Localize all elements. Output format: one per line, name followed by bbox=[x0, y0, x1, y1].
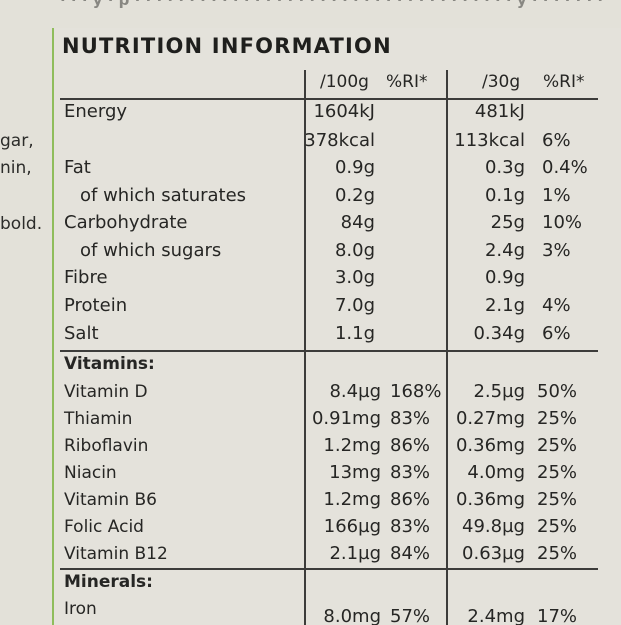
minerals-heading: Minerals: bbox=[64, 572, 153, 592]
ri-per30: 25% bbox=[537, 462, 578, 483]
ri-per30: 25% bbox=[537, 408, 578, 429]
value-per30: 49.8µg bbox=[462, 516, 525, 537]
ri-per100: 57% bbox=[390, 606, 431, 625]
value-per30: 0.9g bbox=[484, 267, 525, 288]
value-per100: 8.0mg bbox=[323, 606, 381, 625]
value-per30: 0.27mg bbox=[455, 408, 525, 429]
value-per30: 0.36mg bbox=[455, 435, 525, 456]
cropped-side-text: gar, bbox=[0, 131, 34, 151]
value-per30: 481kJ bbox=[474, 101, 525, 122]
ri-per100: 83% bbox=[390, 462, 431, 483]
value-per30: 113kcal bbox=[454, 130, 525, 151]
ri-per100: 168% bbox=[390, 381, 442, 402]
cropped-top-text: · · · y · p · · · · · · · · · · · · · · … bbox=[60, 0, 604, 9]
value-per100: 3.0g bbox=[334, 267, 375, 288]
ri-per30: 25% bbox=[537, 489, 578, 510]
vitamin-label: Thiamin bbox=[64, 409, 133, 429]
vitamin-label: Vitamin B6 bbox=[64, 490, 158, 510]
nutrient-label: of which sugars bbox=[80, 240, 222, 261]
nutrient-label: Fibre bbox=[64, 267, 108, 288]
nutrition-panel bbox=[52, 28, 621, 625]
value-per30: 0.1g bbox=[484, 185, 525, 206]
value-per100: 8.4µg bbox=[329, 381, 381, 402]
value-per30: 2.1g bbox=[484, 295, 525, 316]
value-per100: 84g bbox=[340, 212, 375, 233]
col-header-ri100: %RI* bbox=[386, 72, 428, 92]
column-divider bbox=[304, 70, 306, 625]
nutrient-label: Fat bbox=[64, 157, 91, 178]
value-per100: 166µg bbox=[323, 516, 381, 537]
value-per30: 2.4mg bbox=[467, 606, 525, 625]
value-per100: 1604kJ bbox=[313, 101, 375, 122]
value-per100: 1.2mg bbox=[323, 435, 381, 456]
value-per30: 0.34g bbox=[473, 323, 525, 344]
value-per100: 378kcal bbox=[304, 130, 375, 151]
header-rule bbox=[60, 98, 598, 100]
ri-per100: 86% bbox=[390, 435, 431, 456]
value-per100: 1.1g bbox=[334, 323, 375, 344]
col-header-per100: /100g bbox=[320, 72, 369, 92]
nutrient-label: Salt bbox=[64, 323, 99, 344]
ri-per30: 10% bbox=[542, 212, 583, 233]
ri-per30: 50% bbox=[537, 381, 578, 402]
cropped-side-text: nin, bbox=[0, 158, 32, 178]
cropped-side-text: bold. bbox=[0, 214, 43, 234]
vitamins-heading: Vitamins: bbox=[64, 354, 155, 374]
value-per100: 7.0g bbox=[334, 295, 375, 316]
vitamin-label: Riboflavin bbox=[64, 436, 149, 456]
ri-per30: 25% bbox=[537, 516, 578, 537]
value-per100: 1.2mg bbox=[323, 489, 381, 510]
value-per100: 2.1µg bbox=[329, 543, 381, 564]
nutrient-label: Energy bbox=[64, 101, 128, 122]
col-header-per30: /30g bbox=[482, 72, 521, 92]
vitamin-label: Vitamin D bbox=[64, 382, 148, 402]
value-per30: 0.63µg bbox=[462, 543, 525, 564]
ri-per100: 83% bbox=[390, 408, 431, 429]
vitamin-label: Niacin bbox=[64, 463, 117, 483]
value-per100: 13mg bbox=[329, 462, 381, 483]
vitamin-label: Vitamin B12 bbox=[64, 544, 168, 564]
value-per100: 0.2g bbox=[334, 185, 375, 206]
col-header-ri30: %RI* bbox=[543, 72, 585, 92]
value-per30: 0.3g bbox=[484, 157, 525, 178]
ri-per30: 3% bbox=[542, 240, 571, 261]
value-per100: 8.0g bbox=[334, 240, 375, 261]
nutrient-label: Protein bbox=[64, 295, 128, 316]
ri-per100: 84% bbox=[390, 543, 431, 564]
value-per30: 2.5µg bbox=[473, 381, 525, 402]
ri-per30: 25% bbox=[537, 543, 578, 564]
nutrient-label: Carbohydrate bbox=[64, 212, 188, 233]
panel-title: NUTRITION INFORMATION bbox=[62, 34, 392, 58]
value-per100: 0.9g bbox=[334, 157, 375, 178]
ri-per30: 17% bbox=[537, 606, 578, 625]
value-per30: 4.0mg bbox=[467, 462, 525, 483]
ri-per30: 6% bbox=[542, 323, 571, 344]
ri-per30: 1% bbox=[542, 185, 571, 206]
ri-per100: 86% bbox=[390, 489, 431, 510]
value-per100: 0.91mg bbox=[311, 408, 381, 429]
column-divider bbox=[446, 70, 448, 625]
value-per30: 25g bbox=[490, 212, 525, 233]
value-per30: 2.4g bbox=[484, 240, 525, 261]
ri-per30: 6% bbox=[542, 130, 571, 151]
ri-per30: 25% bbox=[537, 435, 578, 456]
ri-per30: 4% bbox=[542, 295, 571, 316]
section-rule bbox=[60, 350, 598, 352]
vitamin-label: Folic Acid bbox=[64, 517, 144, 537]
section-rule bbox=[60, 568, 598, 570]
mineral-label: Iron bbox=[64, 599, 97, 619]
ri-per30: 0.4% bbox=[542, 157, 588, 178]
nutrient-label: of which saturates bbox=[80, 185, 247, 206]
value-per30: 0.36mg bbox=[455, 489, 525, 510]
ri-per100: 83% bbox=[390, 516, 431, 537]
